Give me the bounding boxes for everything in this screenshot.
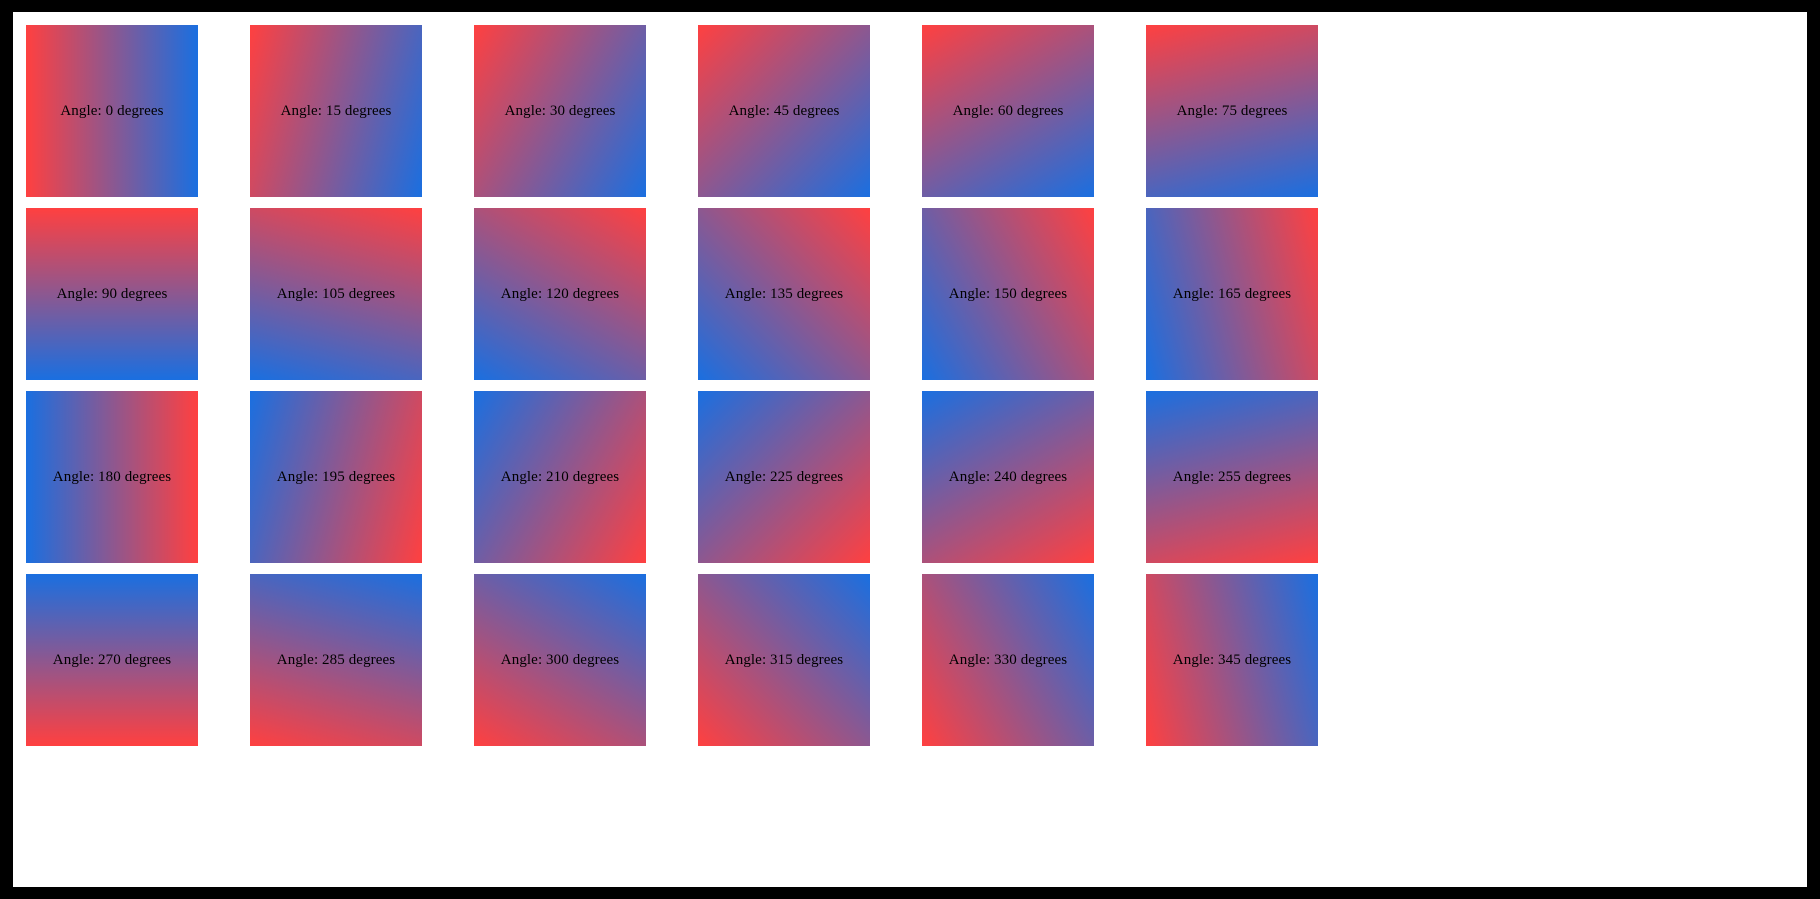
gradient-tile-label: Angle: 180 degrees bbox=[52, 468, 172, 485]
gradient-tile-label: Angle: 150 degrees bbox=[948, 285, 1068, 302]
gradient-tile-grid: Angle: 0 degrees Angle: 15 degrees Angle: … bbox=[26, 25, 1370, 757]
gradient-tile-165: Angle: 165 degrees bbox=[1146, 208, 1318, 380]
gradient-tile-label: Angle: 0 degrees bbox=[60, 102, 164, 119]
gradient-tile-label: Angle: 90 degrees bbox=[56, 285, 168, 302]
gradient-tile-225: Angle: 225 degrees bbox=[698, 391, 870, 563]
gradient-tile-345: Angle: 345 degrees bbox=[1146, 574, 1318, 746]
gradient-tile-label: Angle: 225 degrees bbox=[724, 468, 844, 485]
gradient-tile-label: Angle: 300 degrees bbox=[500, 651, 620, 668]
gradient-tile-label: Angle: 45 degrees bbox=[728, 102, 840, 119]
gradient-tile-135: Angle: 135 degrees bbox=[698, 208, 870, 380]
gradient-tile-label: Angle: 345 degrees bbox=[1172, 651, 1292, 668]
gradient-tile-0: Angle: 0 degrees bbox=[26, 25, 198, 197]
gradient-tile-15: Angle: 15 degrees bbox=[250, 25, 422, 197]
gradient-tile-label: Angle: 15 degrees bbox=[280, 102, 392, 119]
gradient-tile-label: Angle: 240 degrees bbox=[948, 468, 1068, 485]
gradient-tile-210: Angle: 210 degrees bbox=[474, 391, 646, 563]
gradient-tile-label: Angle: 105 degrees bbox=[276, 285, 396, 302]
gradient-tile-150: Angle: 150 degrees bbox=[922, 208, 1094, 380]
gradient-tile-label: Angle: 255 degrees bbox=[1172, 468, 1292, 485]
gradient-tile-120: Angle: 120 degrees bbox=[474, 208, 646, 380]
gradient-tile-75: Angle: 75 degrees bbox=[1146, 25, 1318, 197]
gradient-tile-180: Angle: 180 degrees bbox=[26, 391, 198, 563]
gradient-tile-270: Angle: 270 degrees bbox=[26, 574, 198, 746]
gradient-tile-285: Angle: 285 degrees bbox=[250, 574, 422, 746]
gradient-tile-label: Angle: 60 degrees bbox=[952, 102, 1064, 119]
gradient-tile-label: Angle: 330 degrees bbox=[948, 651, 1068, 668]
gradient-tile-315: Angle: 315 degrees bbox=[698, 574, 870, 746]
gradient-tile-label: Angle: 120 degrees bbox=[500, 285, 620, 302]
gradient-tile-195: Angle: 195 degrees bbox=[250, 391, 422, 563]
gradient-tile-60: Angle: 60 degrees bbox=[922, 25, 1094, 197]
gradient-tile-label: Angle: 270 degrees bbox=[52, 651, 172, 668]
gradient-tile-90: Angle: 90 degrees bbox=[26, 208, 198, 380]
gradient-tile-label: Angle: 30 degrees bbox=[504, 102, 616, 119]
gradient-tile-45: Angle: 45 degrees bbox=[698, 25, 870, 197]
gradient-tile-label: Angle: 210 degrees bbox=[500, 468, 620, 485]
gradient-tile-label: Angle: 135 degrees bbox=[724, 285, 844, 302]
gradient-tile-label: Angle: 315 degrees bbox=[724, 651, 844, 668]
gradient-tile-105: Angle: 105 degrees bbox=[250, 208, 422, 380]
gradient-tile-30: Angle: 30 degrees bbox=[474, 25, 646, 197]
gradient-tile-label: Angle: 75 degrees bbox=[1176, 102, 1288, 119]
gradient-tile-300: Angle: 300 degrees bbox=[474, 574, 646, 746]
page-canvas: Angle: 0 degrees Angle: 15 degrees Angle: … bbox=[13, 12, 1807, 887]
gradient-tile-330: Angle: 330 degrees bbox=[922, 574, 1094, 746]
gradient-tile-label: Angle: 285 degrees bbox=[276, 651, 396, 668]
gradient-tile-240: Angle: 240 degrees bbox=[922, 391, 1094, 563]
gradient-tile-label: Angle: 165 degrees bbox=[1172, 285, 1292, 302]
gradient-tile-label: Angle: 195 degrees bbox=[276, 468, 396, 485]
gradient-tile-255: Angle: 255 degrees bbox=[1146, 391, 1318, 563]
